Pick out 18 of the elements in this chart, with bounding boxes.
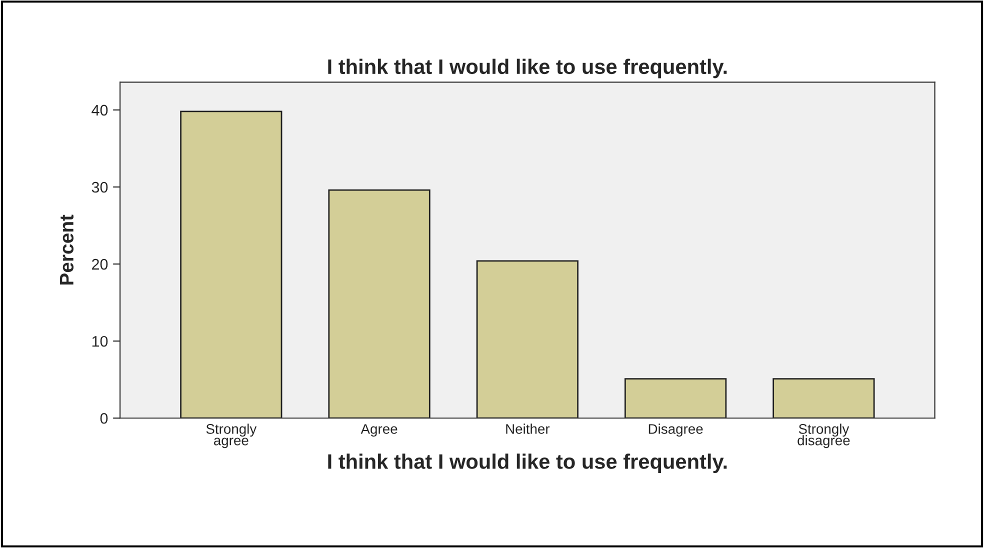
- x-tick-label: Neither: [506, 424, 550, 434]
- y-tick-label: 0: [100, 412, 108, 424]
- y-tick-label: 30: [92, 182, 108, 193]
- x-tick-label: Disagree: [648, 424, 703, 437]
- x-tick-label: Agree: [360, 424, 398, 437]
- bar: [476, 260, 578, 418]
- y-tick-label: 40: [92, 104, 108, 116]
- x-axis-title: I think that I would like to use frequently.: [328, 454, 727, 474]
- x-tick-label: Strongly disagree: [798, 424, 850, 448]
- chart-title: I think that I would like to use frequently.: [328, 58, 727, 78]
- y-tick-label: 10: [92, 336, 108, 347]
- bar: [772, 378, 875, 418]
- y-axis-title: Percent: [60, 214, 74, 285]
- y-tick-label: 20: [92, 258, 108, 270]
- bar: [180, 110, 282, 418]
- x-tick-label: Strongly agree: [206, 424, 257, 448]
- bar: [328, 189, 430, 418]
- bar: [624, 378, 727, 418]
